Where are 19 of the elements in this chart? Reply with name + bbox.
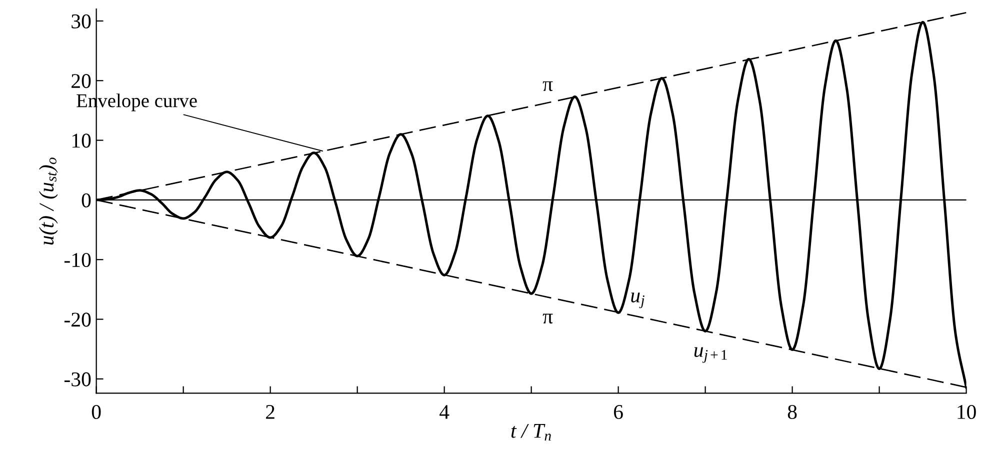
x-tick-label: 2: [266, 405, 274, 419]
x-axis-title: t / T$_{n}$: [511, 424, 551, 441]
x-tick-label: 0: [92, 404, 101, 420]
y-tick-label: 30: [72, 14, 91, 28]
y-tick-label: 20: [72, 74, 91, 88]
y-tick-label: 0: [82, 193, 91, 208]
x-tick-label: 10: [958, 404, 976, 420]
y-axis-title: u(t) / (u$_{st}$)$_{o}$: [38, 158, 58, 245]
annotation: π: [542, 81, 553, 92]
y-tick-label: -20: [64, 312, 91, 327]
annotation: u$_{j+1}$: [694, 347, 727, 363]
x-tick-label: 8: [788, 404, 797, 420]
y-tick-label: -10: [64, 252, 91, 268]
x-tick-label: 6: [614, 405, 623, 420]
x-tick-label: 4: [440, 405, 450, 419]
y-tick-label: -30: [64, 372, 91, 386]
annotation: u$_{j}$: [631, 292, 644, 308]
annotation: π: [542, 314, 553, 324]
y-tick-label: 10: [72, 134, 91, 148]
